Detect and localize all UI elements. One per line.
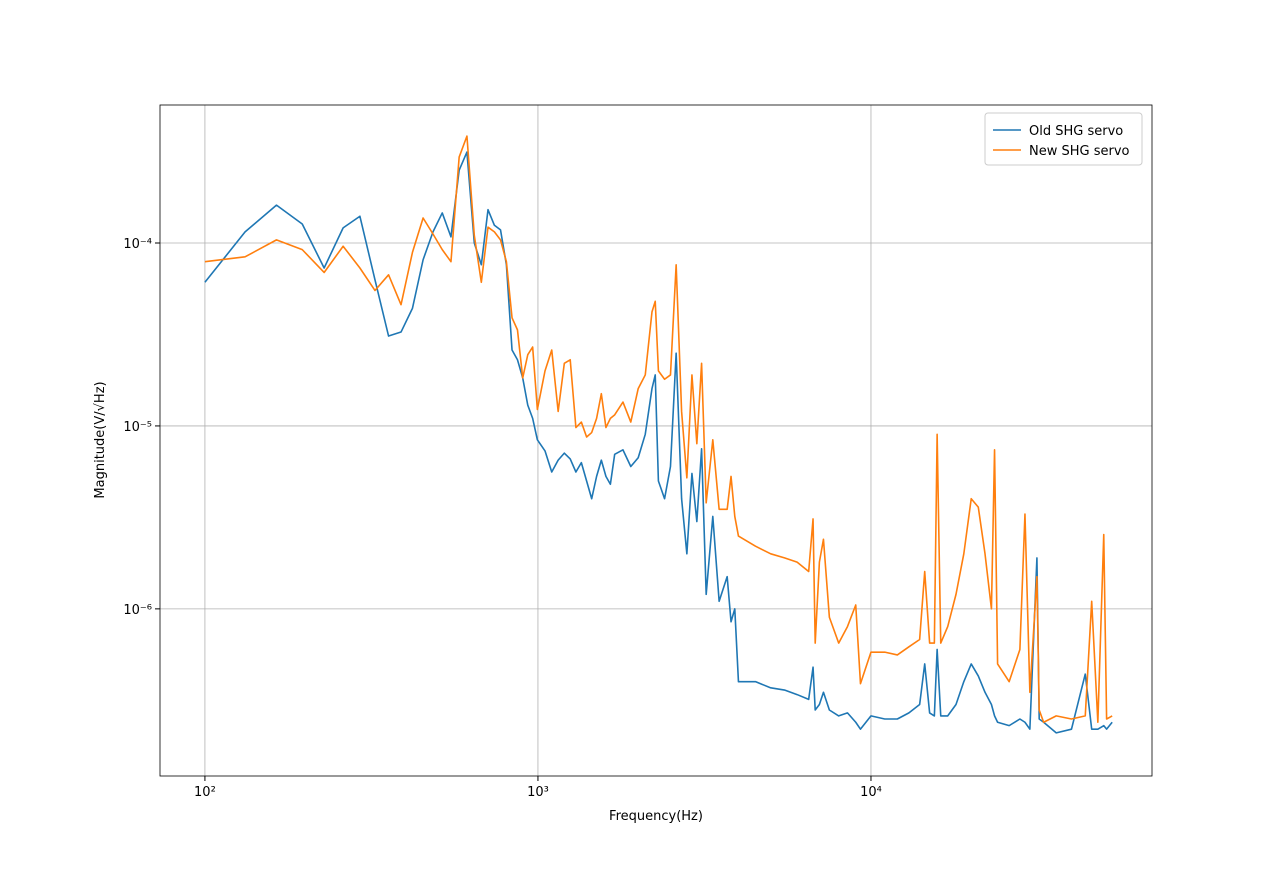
plot-frame (159, 104, 1153, 777)
y-tick-label: 10⁻⁵ (123, 420, 152, 435)
legend-label: Old SHG servo (1029, 124, 1123, 139)
x-axis-label: Frequency(Hz) (609, 809, 703, 824)
x-tick-label: 10³ (527, 785, 549, 800)
y-tick-label: 10⁻⁴ (123, 237, 152, 252)
y-axis-label: Magnitude(V/√Hz) (93, 381, 108, 498)
series-line (204, 151, 1113, 734)
y-tick-label: 10⁻⁶ (123, 603, 152, 618)
series-line (204, 135, 1113, 724)
x-tick-label: 10⁴ (860, 785, 882, 800)
x-tick-label: 10² (194, 785, 216, 800)
legend-box (984, 112, 1143, 166)
legend-label: New SHG servo (1029, 144, 1130, 159)
